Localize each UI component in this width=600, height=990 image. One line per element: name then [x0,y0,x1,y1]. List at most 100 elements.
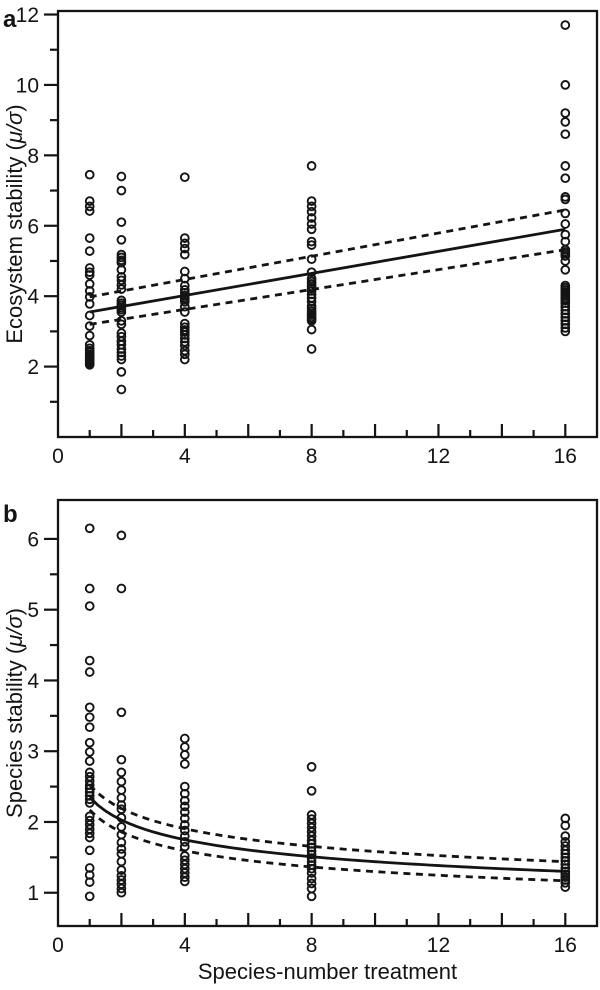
data-point [179,354,190,365]
data-point [116,837,127,848]
data-point [84,655,95,666]
x-tick-label: 0 [52,445,64,468]
data-point [560,80,571,90]
scatter-points [84,523,571,902]
regression-lower-dashed [88,808,566,883]
data-point [116,384,127,395]
scatter-points [84,20,571,395]
data-point [179,172,190,183]
data-point [116,887,127,898]
data-point [179,733,190,744]
data-point [116,776,127,787]
x-tick-label: 16 [554,445,577,468]
y-tick-label: 8 [27,145,39,168]
data-point [84,583,95,594]
data-point [116,583,127,594]
panel-label-b: b [3,501,18,528]
data-point [84,523,95,534]
data-point [116,171,127,182]
data-point [560,251,571,261]
data-point [116,844,127,854]
data-point [84,321,95,331]
data-point [84,667,95,677]
data-point [84,233,95,243]
data-point [560,117,571,127]
y-tick-label: 10 [16,74,39,97]
data-point [306,324,317,335]
data-point [306,201,317,212]
data-point [116,865,127,875]
y-axis-title: Ecosystem stability (μ/σ) [2,104,27,343]
data-point [179,807,190,817]
y-tick-label: 5 [27,599,39,622]
data-point [116,812,127,823]
data-point [179,825,190,836]
data-point [560,219,571,229]
regression-upper-dashed [89,208,566,299]
data-point [84,828,95,839]
data-point [116,530,127,541]
y-tick-label: 4 [27,286,39,309]
data-point [306,206,317,217]
data-point [306,196,317,206]
data-point [306,344,317,354]
data-point [116,856,127,867]
data-point [179,831,190,841]
x-tick-label: 8 [306,934,318,957]
y-axis-ticks: 2 4 6 8 10 12 [16,4,58,403]
data-point [179,872,190,883]
data-point [84,877,95,887]
data-point [179,345,190,356]
data-point [306,219,317,229]
data-point [116,767,127,778]
x-tick-label: 4 [179,934,191,957]
data-point [84,712,95,723]
data-point [560,256,571,266]
data-point [84,246,95,256]
data-point [116,307,127,317]
data-point [306,891,317,902]
data-point [306,240,317,250]
data-point [560,161,571,171]
data-point [179,296,190,307]
data-point [84,196,95,206]
data-point [84,201,95,212]
y-tick-label: 2 [27,356,39,379]
data-point [179,243,190,254]
data-point [84,798,95,808]
data-point [84,845,95,856]
data-point [306,863,317,874]
data-point [306,161,317,171]
data-point [560,129,571,140]
data-point [84,722,95,733]
data-point [306,873,317,884]
x-axis-ticks: 0 4 8 12 16 [52,424,577,468]
data-point [116,319,127,330]
data-point [84,794,95,805]
data-point [84,756,95,766]
x-tick-label: 16 [554,934,577,957]
data-point [179,301,190,312]
data-point [306,878,317,889]
data-point [179,876,190,887]
data-point [179,795,190,806]
data-point [179,749,190,760]
data-point [179,349,190,360]
x-tick-label: 12 [427,445,450,468]
data-point [560,208,571,219]
x-tick-label: 4 [179,445,191,468]
data-point [306,224,317,235]
y-axis-ticks: 1 2 3 4 5 6 [27,528,58,905]
data-point [116,354,127,365]
data-point [116,284,127,294]
panel-label-a: a [3,6,17,33]
data-point [306,236,317,247]
data-point [306,785,317,796]
data-point [560,326,571,337]
data-point [84,891,95,902]
data-point [306,868,317,878]
x-tick-label: 12 [427,934,450,957]
y-tick-label: 1 [27,882,39,905]
data-point [116,754,127,765]
